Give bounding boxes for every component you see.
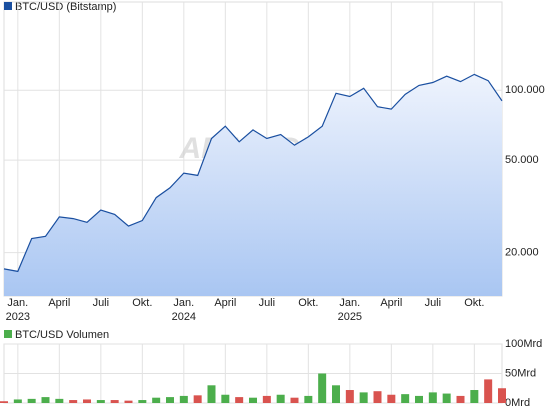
- volume-bar: [332, 385, 340, 403]
- volume-bar: [166, 397, 174, 403]
- volume-bar: [415, 395, 423, 403]
- x-tick-label: Juli: [259, 297, 276, 309]
- y-tick-label: 100Mrd: [505, 338, 542, 350]
- volume-bar: [318, 373, 327, 403]
- volume-bar: [193, 395, 202, 403]
- volume-bar: [110, 400, 119, 403]
- y-tick-label: 100.000: [505, 84, 545, 96]
- x-tick-label: Okt.: [298, 297, 318, 309]
- y-tick-label: 0Mrd: [505, 397, 530, 409]
- volume-bar: [498, 388, 506, 403]
- x-tick-label: Jan.: [173, 297, 194, 309]
- x-tick-year: 2023: [6, 311, 30, 323]
- legend-swatch: [4, 2, 12, 10]
- x-tick-label: April: [48, 297, 70, 309]
- volume-bar: [83, 399, 91, 403]
- price-line: [3, 73, 503, 273]
- x-tick-label: Okt.: [132, 297, 152, 309]
- x-tick-label: Okt.: [464, 297, 484, 309]
- volume-bar: [359, 392, 368, 403]
- volume-bar: [276, 394, 285, 403]
- volume-bar: [96, 400, 105, 403]
- volume-bar: [55, 398, 64, 403]
- volume-bar: [387, 394, 396, 403]
- volume-bar: [290, 397, 299, 403]
- volume-bar: [345, 390, 354, 403]
- volume-bar: [124, 400, 133, 403]
- volume-bar: [235, 397, 244, 403]
- x-tick-year: 2024: [172, 311, 196, 323]
- volume-bar: [152, 397, 161, 403]
- x-tick-label: Juli: [93, 297, 110, 309]
- x-tick-label: April: [380, 297, 402, 309]
- volume-bar: [69, 400, 78, 403]
- volume-bar: [249, 397, 257, 403]
- volume-bar: [304, 395, 313, 403]
- y-tick-label: 20.000: [505, 246, 539, 258]
- volume-bar: [470, 390, 479, 403]
- x-tick-label: Jan.: [7, 297, 28, 309]
- volume-bar: [262, 395, 271, 403]
- x-tick-label: April: [214, 297, 236, 309]
- volume-bar: [179, 395, 188, 403]
- volume-bar: [0, 401, 8, 403]
- y-tick-label: 50Mrd: [505, 367, 536, 379]
- area-fill: [4, 74, 502, 297]
- volume-bar: [221, 394, 230, 403]
- volume-bar: [207, 385, 216, 403]
- x-tick-label: Jan.: [339, 297, 360, 309]
- volume-bar: [41, 397, 50, 403]
- legend-label: BTC/USD Volumen: [15, 329, 109, 341]
- volume-bar: [484, 379, 493, 403]
- legend-swatch: [4, 330, 12, 338]
- y-tick-label: 50.000: [505, 154, 539, 166]
- volume-bar: [138, 400, 147, 403]
- legend-label: BTC/USD (Bitstamp): [15, 1, 116, 13]
- volume-bar: [428, 392, 437, 403]
- volume-bar: [401, 394, 410, 403]
- volume-bar: [13, 399, 22, 403]
- x-tick-year: 2025: [338, 311, 362, 323]
- volume-bar: [456, 395, 465, 403]
- x-tick-label: Juli: [425, 297, 442, 309]
- volume-bar: [442, 393, 451, 403]
- volume-bar: [373, 391, 382, 403]
- volume-bar: [27, 398, 36, 403]
